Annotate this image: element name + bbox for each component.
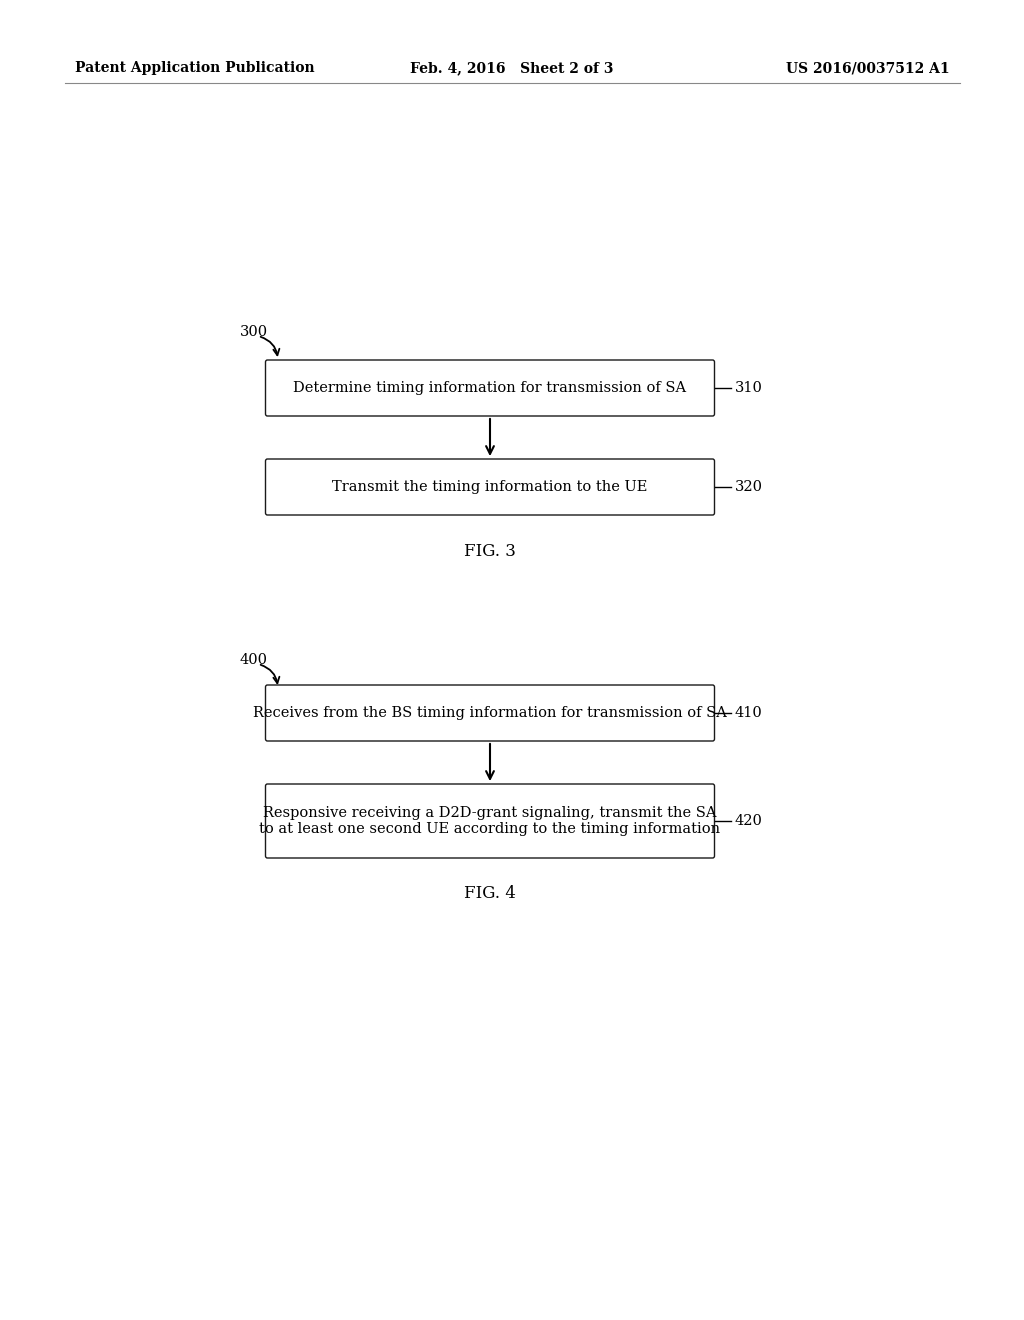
Text: Transmit the timing information to the UE: Transmit the timing information to the U… [333, 480, 648, 494]
Text: 320: 320 [734, 480, 763, 494]
Text: 310: 310 [734, 381, 763, 395]
Text: 420: 420 [734, 814, 763, 828]
Text: 300: 300 [240, 325, 268, 339]
Text: 400: 400 [240, 653, 268, 667]
Text: Patent Application Publication: Patent Application Publication [75, 61, 314, 75]
Text: 410: 410 [734, 706, 762, 719]
Text: Receives from the BS timing information for transmission of SA: Receives from the BS timing information … [253, 706, 727, 719]
Text: FIG. 4: FIG. 4 [464, 886, 516, 903]
FancyBboxPatch shape [265, 459, 715, 515]
Text: US 2016/0037512 A1: US 2016/0037512 A1 [786, 61, 950, 75]
FancyBboxPatch shape [265, 685, 715, 741]
Text: Feb. 4, 2016   Sheet 2 of 3: Feb. 4, 2016 Sheet 2 of 3 [411, 61, 613, 75]
FancyBboxPatch shape [265, 360, 715, 416]
Text: FIG. 3: FIG. 3 [464, 543, 516, 560]
Text: Determine timing information for transmission of SA: Determine timing information for transmi… [294, 381, 686, 395]
FancyBboxPatch shape [265, 784, 715, 858]
Text: Responsive receiving a D2D-grant signaling, transmit the SA
to at least one seco: Responsive receiving a D2D-grant signali… [259, 807, 721, 836]
